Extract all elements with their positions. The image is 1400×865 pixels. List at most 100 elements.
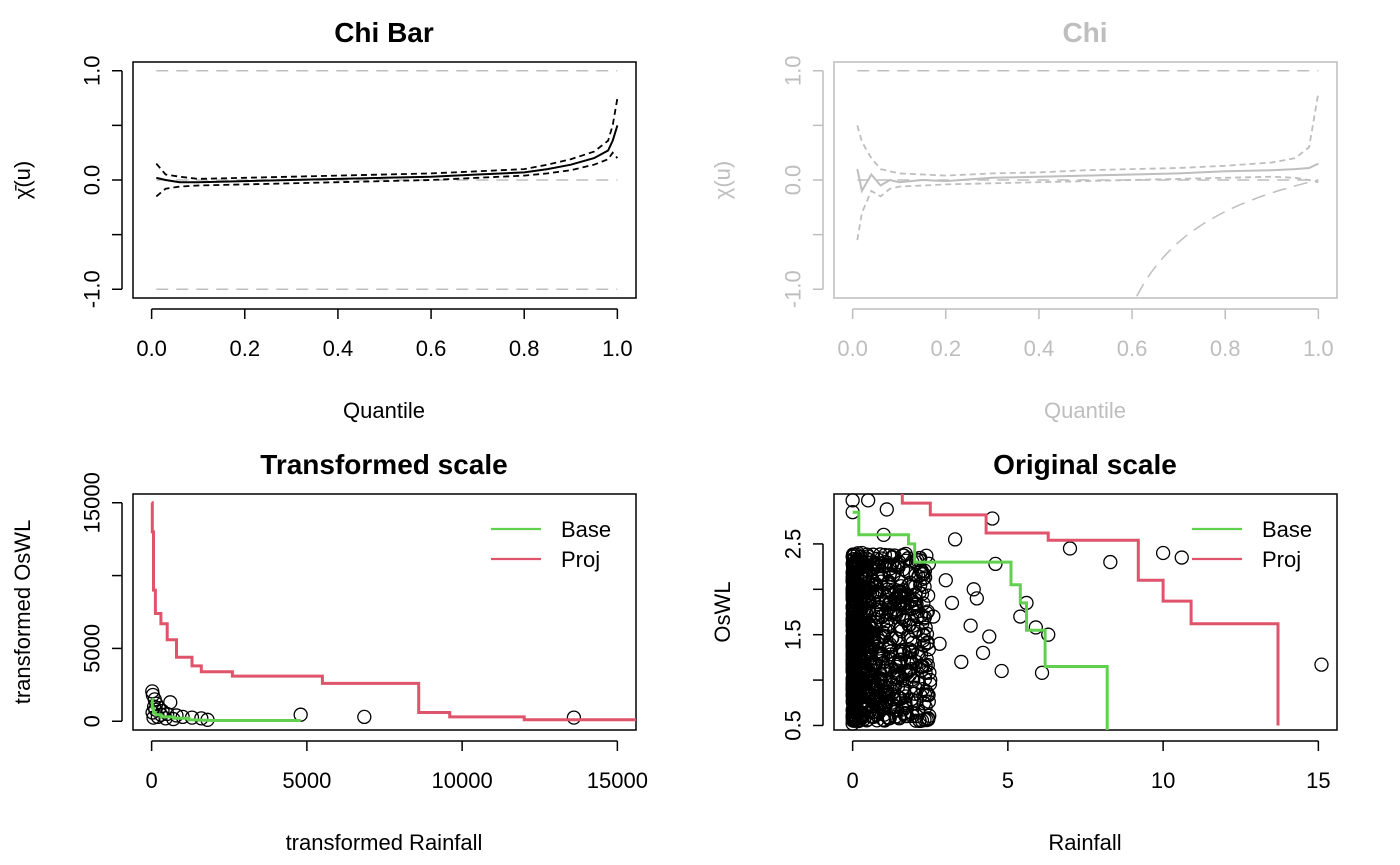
scatter-point bbox=[893, 589, 908, 604]
series-lines bbox=[852, 494, 1280, 730]
y-tick-label: 15000 bbox=[80, 472, 105, 533]
legend-label: Proj bbox=[1262, 547, 1301, 572]
scatter-point bbox=[861, 493, 876, 508]
scatter-point bbox=[845, 493, 860, 508]
x-tick-label: 0.2 bbox=[930, 336, 961, 361]
scatter-point bbox=[901, 663, 916, 679]
scatter-point bbox=[879, 502, 894, 517]
y-tick-label: 0.5 bbox=[781, 710, 806, 741]
scatter-point bbox=[1028, 620, 1043, 635]
scatter-point bbox=[916, 571, 931, 586]
lower-band-line bbox=[856, 175, 1319, 241]
scatter-point bbox=[916, 596, 931, 611]
scatter-point bbox=[898, 695, 913, 710]
scatter-point bbox=[898, 700, 913, 715]
y-axis-label: χ̄(u) bbox=[10, 161, 35, 199]
scatter-point bbox=[908, 595, 923, 611]
panel-chi: Chi 0.0 0.2 0.4 0.6 0.8 1.0 -1.0 0.0 1.0 Quanti… bbox=[710, 17, 1338, 423]
plot-frame bbox=[833, 493, 1338, 731]
scatter-point bbox=[1013, 609, 1028, 624]
x-tick-label: 15 bbox=[1306, 768, 1330, 793]
scatter-point bbox=[845, 716, 860, 731]
scatter-point bbox=[982, 629, 997, 644]
scatter-point bbox=[846, 680, 861, 695]
x-tick-label: 15000 bbox=[587, 768, 648, 793]
scatter-point bbox=[916, 638, 932, 653]
x-axis-label: Quantile bbox=[343, 398, 425, 423]
estimate-line bbox=[156, 125, 619, 184]
scatter-point bbox=[877, 547, 893, 563]
x-axis: 0.0 0.2 0.4 0.6 0.8 1.0 bbox=[136, 308, 633, 361]
scatter-point bbox=[1062, 541, 1078, 556]
x-tick-label: 5000 bbox=[282, 768, 331, 793]
scatter-point bbox=[896, 644, 912, 659]
scatter-point bbox=[969, 591, 984, 606]
scatter-point bbox=[926, 609, 941, 624]
legend-label: Proj bbox=[561, 547, 600, 572]
y-axis: 0.5 1.5 2.5 bbox=[781, 529, 824, 741]
legend: Base Proj bbox=[1192, 517, 1312, 572]
x-tick-label: 0 bbox=[146, 768, 158, 793]
y-axis: -1.0 0.0 1.0 bbox=[80, 55, 123, 308]
scatter-point bbox=[855, 612, 871, 627]
x-tick-label: 0 bbox=[847, 768, 859, 793]
scatter-point bbox=[854, 601, 869, 616]
scatter-point bbox=[916, 628, 931, 643]
scatter-point bbox=[866, 693, 881, 708]
y-tick-label: -1.0 bbox=[80, 270, 105, 308]
scatter-point bbox=[854, 545, 870, 561]
y-tick-label: 0.0 bbox=[80, 165, 105, 196]
scatter-point bbox=[874, 646, 889, 662]
x-axis: 0 5000 10000 15000 bbox=[146, 740, 648, 793]
scatter-point bbox=[920, 588, 936, 603]
scatter-point bbox=[845, 694, 860, 710]
scatter-points bbox=[845, 493, 1329, 731]
scatter-point bbox=[1103, 554, 1118, 570]
panel-chi-bar: Chi Bar 0.0 0.2 0.4 0.6 0.8 1.0 -1.0 0.0 1.0 Qu… bbox=[10, 17, 637, 423]
scatter-point bbox=[902, 617, 917, 633]
x-axis-label: transformed Rainfall bbox=[286, 830, 483, 855]
scatter-point bbox=[882, 637, 898, 652]
base-line bbox=[150, 697, 301, 722]
scatter-point bbox=[903, 644, 918, 660]
scatter-point bbox=[870, 677, 886, 693]
scatter-point bbox=[994, 663, 1009, 679]
scatter-point bbox=[903, 579, 918, 595]
scatter-point bbox=[856, 648, 871, 664]
scatter-point bbox=[912, 713, 927, 729]
x-tick-label: 10 bbox=[1151, 768, 1175, 793]
scatter-point bbox=[864, 709, 879, 724]
y-tick-label: 1.5 bbox=[781, 619, 806, 650]
y-tick-label: 0.0 bbox=[781, 165, 806, 196]
x-tick-label: 0.8 bbox=[509, 336, 540, 361]
scatter-point bbox=[881, 575, 896, 590]
scatter-point bbox=[845, 640, 860, 655]
scatter-point bbox=[845, 664, 860, 679]
scatter-point bbox=[985, 511, 1000, 526]
plot-frame bbox=[833, 61, 1338, 299]
x-axis-label: Rainfall bbox=[1048, 830, 1121, 855]
base-line bbox=[852, 510, 1109, 730]
x-tick-label: 0.6 bbox=[416, 336, 447, 361]
y-axis-label: χ(u) bbox=[710, 161, 735, 199]
panel-transformed-scale: Transformed scale Base Proj 0 5000 10000 150… bbox=[10, 449, 648, 855]
scatter-point bbox=[845, 613, 860, 628]
scatter-point bbox=[357, 709, 372, 725]
scatter-point bbox=[880, 680, 895, 695]
scatter-point bbox=[914, 659, 929, 675]
scatter-point bbox=[947, 532, 963, 547]
scatter-point bbox=[862, 676, 877, 691]
series-lines bbox=[856, 162, 1319, 194]
series-lines bbox=[156, 125, 619, 184]
x-tick-label: 0.4 bbox=[1024, 336, 1055, 361]
scatter-point bbox=[847, 593, 862, 608]
scatter-point bbox=[889, 663, 904, 678]
scatter-point bbox=[938, 573, 953, 588]
scatter-point bbox=[882, 700, 898, 715]
scatter-point bbox=[922, 676, 938, 692]
scatter-point bbox=[975, 645, 991, 660]
scatter-point bbox=[870, 567, 886, 583]
scatter-point bbox=[868, 584, 883, 600]
confidence-band-lines bbox=[155, 97, 619, 198]
proj-line bbox=[900, 494, 1280, 726]
